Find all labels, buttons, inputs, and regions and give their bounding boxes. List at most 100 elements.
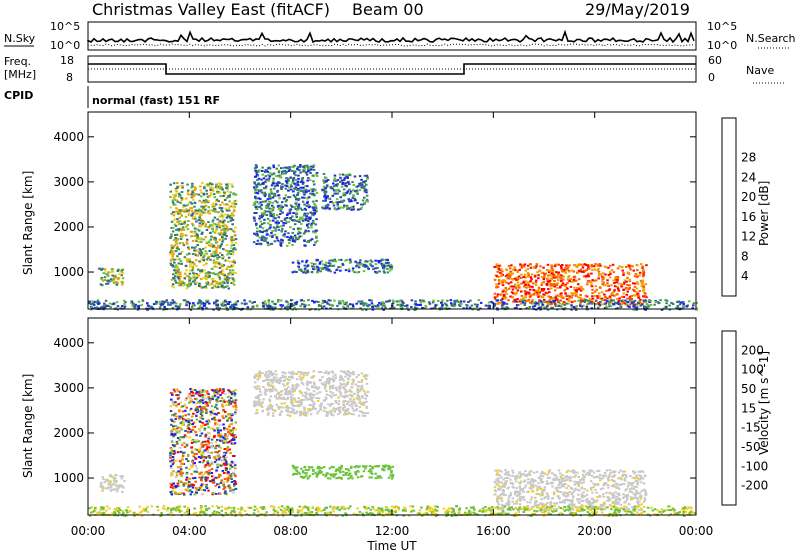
power-cell <box>493 292 497 295</box>
power-cell <box>197 301 200 304</box>
power-cell <box>565 264 568 267</box>
power-cell <box>219 225 223 227</box>
power-cell <box>535 302 539 305</box>
power-cell <box>636 292 640 295</box>
velocity-cell <box>288 379 291 381</box>
power-cell <box>353 190 357 193</box>
power-cell <box>259 225 262 228</box>
velocity-cell <box>113 478 116 481</box>
power-cell <box>277 204 280 207</box>
velocity-cell <box>117 486 120 488</box>
power-cell <box>222 195 225 197</box>
power-cell <box>204 208 207 211</box>
nsky-trace <box>87 29 695 44</box>
power-cell <box>111 268 114 271</box>
velocity-cell <box>289 372 292 375</box>
power-cell <box>116 305 120 308</box>
power-cell <box>506 307 509 310</box>
power-cell <box>363 263 366 266</box>
power-cell <box>265 206 268 208</box>
velocity-cell <box>189 400 192 403</box>
power-cell <box>220 263 223 266</box>
power-cell <box>261 173 264 176</box>
power-cell <box>307 304 311 306</box>
power-cell <box>222 256 225 259</box>
velocity-cell <box>352 400 355 403</box>
velocity-cell <box>177 394 180 397</box>
power-cell <box>628 266 631 269</box>
power-cell <box>487 301 491 304</box>
power-cell <box>322 266 325 269</box>
nsearch-label: N.Search <box>746 32 796 45</box>
power-cell <box>583 297 586 300</box>
power-cell <box>599 301 602 303</box>
power-cell <box>200 201 204 204</box>
velocity-cell <box>180 428 183 431</box>
power-cell <box>546 280 549 283</box>
power-cell <box>263 238 266 241</box>
velocity-cell <box>228 467 232 470</box>
power-cell <box>501 301 505 304</box>
velocity-cell <box>228 448 231 451</box>
power-cell <box>591 297 595 300</box>
velocity-cell <box>191 429 194 431</box>
power-cell <box>172 302 175 305</box>
power-cell <box>680 301 683 304</box>
velocity-cell <box>188 422 191 425</box>
power-cell <box>231 277 234 279</box>
power-cell <box>225 196 229 199</box>
velocity-cell <box>219 464 223 467</box>
velocity-cell <box>204 433 208 436</box>
power-cell <box>431 301 435 304</box>
power-cell <box>227 220 230 223</box>
velocity-cell <box>355 408 359 411</box>
velocity-cell <box>255 397 259 399</box>
velocity-cell <box>200 471 203 474</box>
power-cell <box>492 305 496 308</box>
power-cell <box>488 304 491 307</box>
power-cell <box>172 245 175 248</box>
power-cell <box>203 187 206 190</box>
velocity-cell <box>217 431 220 434</box>
velocity-cell <box>287 410 290 413</box>
power-cell <box>263 230 267 232</box>
power-cell <box>212 255 216 258</box>
power-cell <box>539 300 543 303</box>
power-cell <box>180 214 184 217</box>
power-cell <box>219 183 223 186</box>
power-cell <box>334 208 337 210</box>
velocity-cell <box>222 417 225 419</box>
power-cell <box>531 273 534 276</box>
power-cell <box>311 265 314 268</box>
power-cell <box>285 300 288 303</box>
power-cell <box>576 287 579 289</box>
velocity-cell <box>268 400 272 403</box>
power-cell <box>365 174 369 177</box>
power-cell <box>566 287 569 290</box>
power-cell <box>172 273 175 276</box>
power-cell <box>321 299 325 302</box>
velocity-cell <box>196 408 199 411</box>
power-cell <box>302 191 305 194</box>
power-cell <box>200 195 203 198</box>
power-cell <box>531 299 534 302</box>
power-cell <box>185 257 189 260</box>
power-cell <box>116 270 120 272</box>
power-cell <box>606 284 609 287</box>
power-cell <box>595 299 598 302</box>
power-cell <box>186 242 189 245</box>
power-cell <box>518 286 521 289</box>
power-cell <box>328 264 331 267</box>
velocity-cell <box>204 472 207 475</box>
power-cell <box>185 302 188 305</box>
velocity-cell <box>189 388 192 390</box>
power-cell <box>617 289 621 292</box>
power-cell <box>270 207 274 210</box>
power-cell <box>193 232 196 234</box>
y-tick-label: 3000 <box>53 175 84 189</box>
velocity-cell <box>217 390 221 393</box>
power-cell <box>322 179 325 182</box>
power-cell <box>554 296 557 299</box>
velocity-cell <box>203 449 206 452</box>
velocity-cell <box>333 410 336 413</box>
